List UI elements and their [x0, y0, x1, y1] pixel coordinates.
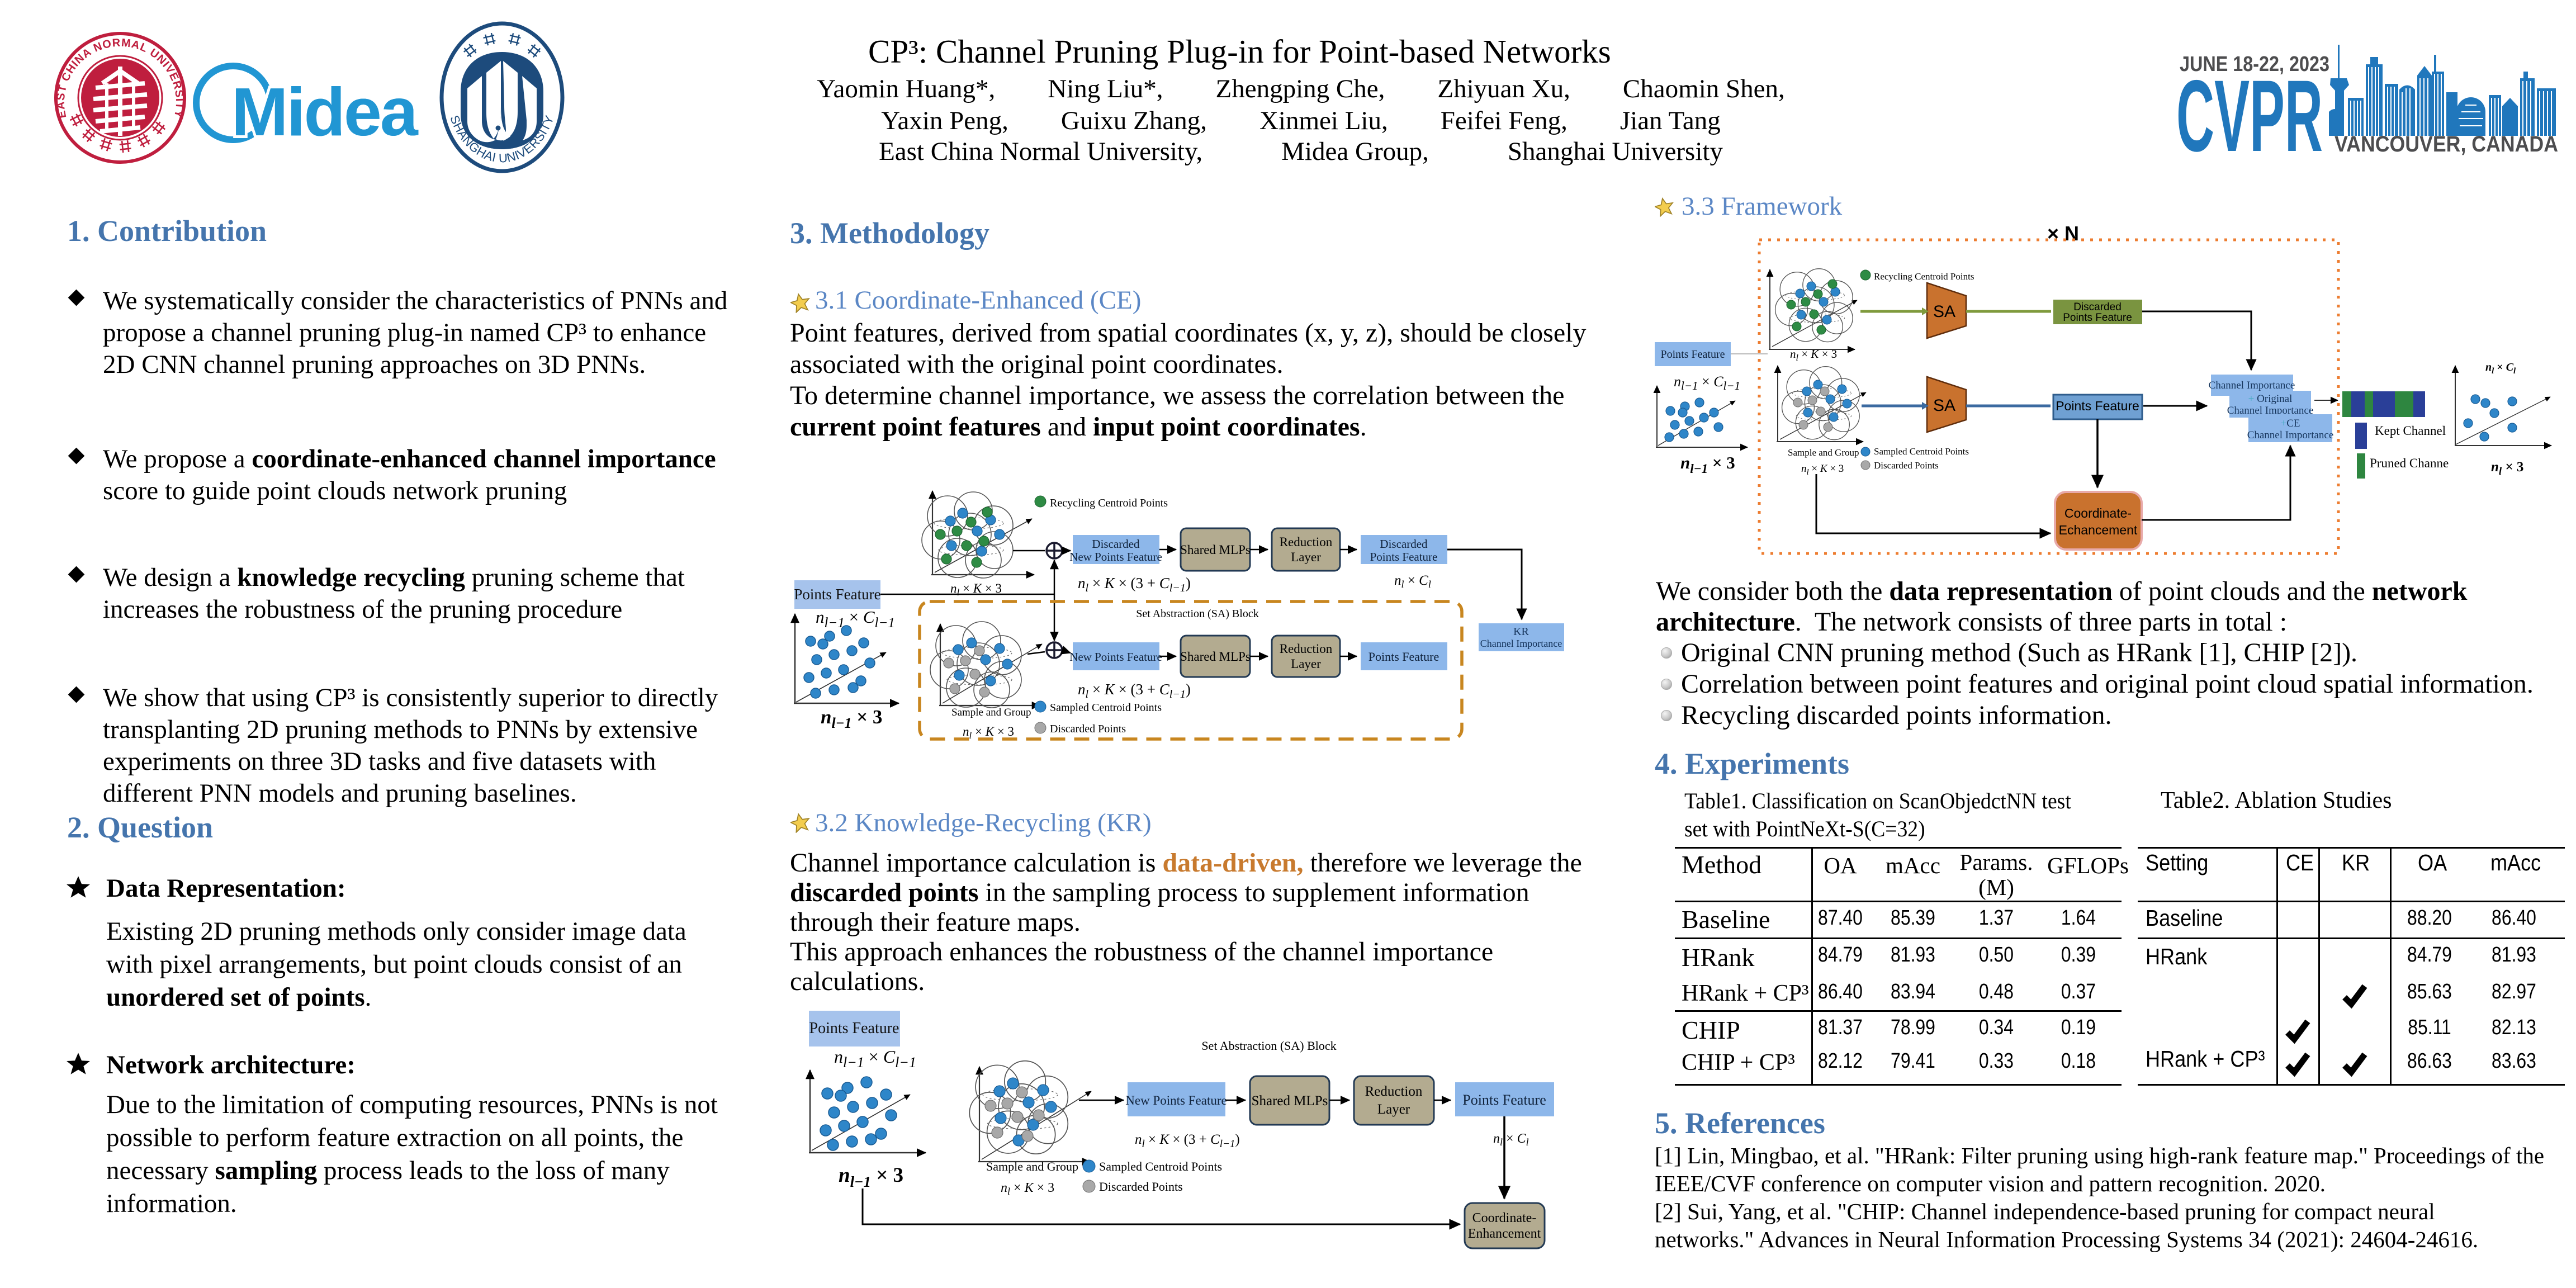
svg-text:× N: × N [2047, 224, 2079, 245]
svg-text:nl × Cl: nl × Cl [2485, 361, 2516, 376]
svg-text:Discarded Points: Discarded Points [1050, 723, 1126, 735]
svg-text:nl × K × 3: nl × K × 3 [963, 724, 1014, 741]
svg-text:Points Feature: Points Feature [794, 586, 880, 603]
svg-text:Set Abstraction (SA) Block: Set Abstraction (SA) Block [1136, 608, 1258, 620]
svg-text:Set Abstraction (SA) Block: Set Abstraction (SA) Block [1201, 1039, 1336, 1053]
svg-text:Sample and Group: Sample and Group [951, 707, 1031, 718]
svg-text:nl−1 × 3: nl−1 × 3 [1680, 453, 1735, 476]
svg-text:Layer: Layer [1291, 550, 1321, 564]
svg-text:nl × 3: nl × 3 [2491, 460, 2523, 477]
svg-text:Points Feature: Points Feature [1661, 348, 1725, 361]
svg-text:Channel Importance: Channel Importance [2209, 380, 2295, 391]
svg-text:Points Feature: Points Feature [809, 1020, 899, 1037]
svg-text:Points Feature: Points Feature [2056, 399, 2139, 413]
svg-text:Shared MLPs: Shared MLPs [1180, 650, 1251, 664]
svg-text:KR: KR [1513, 626, 1529, 638]
svg-text:nl × Cl: nl × Cl [1493, 1131, 1529, 1148]
svg-text:nl−1 × Cl−1: nl−1 × Cl−1 [834, 1046, 916, 1071]
svg-text:VANCOUVER, CANADA: VANCOUVER, CANADA [2334, 132, 2558, 157]
svg-text:Channel Importance: Channel Importance [2247, 429, 2334, 441]
svg-text:nl−1 × Cl−1: nl−1 × Cl−1 [816, 607, 895, 631]
svg-text:Points Feature: Points Feature [2063, 312, 2132, 324]
svg-text:SA: SA [1933, 396, 1955, 415]
svg-text:nl × K × (3 + Cl−1): nl × K × (3 + Cl−1) [1078, 575, 1191, 594]
svg-text:Points Feature: Points Feature [1368, 650, 1439, 664]
svg-text:Midea: Midea [231, 74, 419, 149]
svg-text:nl × K × 3: nl × K × 3 [950, 581, 1002, 598]
svg-text:Reduction: Reduction [1280, 642, 1333, 656]
svg-text:nl−1 × Cl−1: nl−1 × Cl−1 [1674, 373, 1740, 392]
svg-text:nl × K × 3: nl × K × 3 [1001, 1181, 1054, 1197]
svg-text:Layer: Layer [1291, 657, 1321, 671]
svg-text:Layer: Layer [1377, 1102, 1410, 1117]
svg-text:Enhancement: Enhancement [1468, 1227, 1541, 1241]
svg-text:Recycling Centroid Points: Recycling Centroid Points [1874, 271, 1974, 282]
svg-text:nl × K × 3: nl × K × 3 [1790, 347, 1837, 363]
svg-text:Sample and Group: Sample and Group [1788, 447, 1859, 458]
svg-text:Recycling Centroid Points: Recycling Centroid Points [1050, 497, 1168, 509]
svg-text:Discarded: Discarded [1380, 537, 1428, 551]
svg-text:Discarded Points: Discarded Points [1874, 460, 1939, 471]
svg-text:CVPR: CVPR [2176, 59, 2323, 159]
svg-text:Sampled Centroid Points: Sampled Centroid Points [1874, 446, 1969, 457]
svg-text:nl × K × (3 + Cl−1): nl × K × (3 + Cl−1) [1078, 681, 1191, 700]
svg-text:Coordinate-: Coordinate- [2064, 506, 2132, 520]
svg-text:Shared MLPs: Shared MLPs [1252, 1093, 1328, 1109]
svg-text:Reduction: Reduction [1280, 535, 1333, 549]
svg-text:New Points Feature: New Points Feature [1069, 650, 1162, 664]
svg-text:Points Feature: Points Feature [1462, 1092, 1546, 1108]
svg-text:Shared MLPs: Shared MLPs [1180, 543, 1251, 557]
svg-text:JUNE 18-22, 2023: JUNE 18-22, 2023 [2180, 53, 2329, 76]
svg-text:Kept Channel: Kept Channel [2375, 424, 2446, 438]
svg-text:Channel Importance: Channel Importance [1480, 638, 1562, 649]
svg-text:Discarded Points: Discarded Points [1099, 1180, 1183, 1194]
svg-text:nl−1 × 3: nl−1 × 3 [839, 1164, 903, 1190]
svg-text:Echancement: Echancement [2059, 523, 2138, 537]
svg-text:Discarded: Discarded [2073, 301, 2122, 313]
svg-text:Discarded: Discarded [1092, 537, 1140, 551]
svg-text:nl × K × (3 + Cl−1): nl × K × (3 + Cl−1) [1135, 1132, 1240, 1150]
svg-text:Channel Importance: Channel Importance [2227, 405, 2314, 416]
svg-text:New Points Feature: New Points Feature [1069, 550, 1162, 564]
svg-text:nl × Cl: nl × Cl [1394, 573, 1431, 590]
svg-text:Reduction: Reduction [1365, 1084, 1423, 1099]
svg-text:+ Original: + Original [2248, 393, 2293, 405]
svg-text:Coordinate-: Coordinate- [1472, 1211, 1537, 1225]
svg-text:Sample and Group: Sample and Group [986, 1159, 1078, 1173]
svg-text:Sampled Centroid Points: Sampled Centroid Points [1099, 1159, 1222, 1173]
svg-text:nl × K × 3: nl × K × 3 [1801, 463, 1844, 477]
svg-text:+CE: +CE [2281, 418, 2300, 429]
svg-text:Points Feature: Points Feature [1370, 550, 1438, 564]
svg-text:Sampled Centroid Points: Sampled Centroid Points [1050, 702, 1162, 714]
svg-text:SA: SA [1933, 302, 1955, 321]
svg-text:Midea: Midea [231, 74, 419, 149]
svg-text:New Points Feature: New Points Feature [1125, 1093, 1227, 1107]
svg-text:nl−1 × 3: nl−1 × 3 [821, 706, 882, 731]
svg-text:Pruned Channe: Pruned Channe [2370, 456, 2449, 470]
